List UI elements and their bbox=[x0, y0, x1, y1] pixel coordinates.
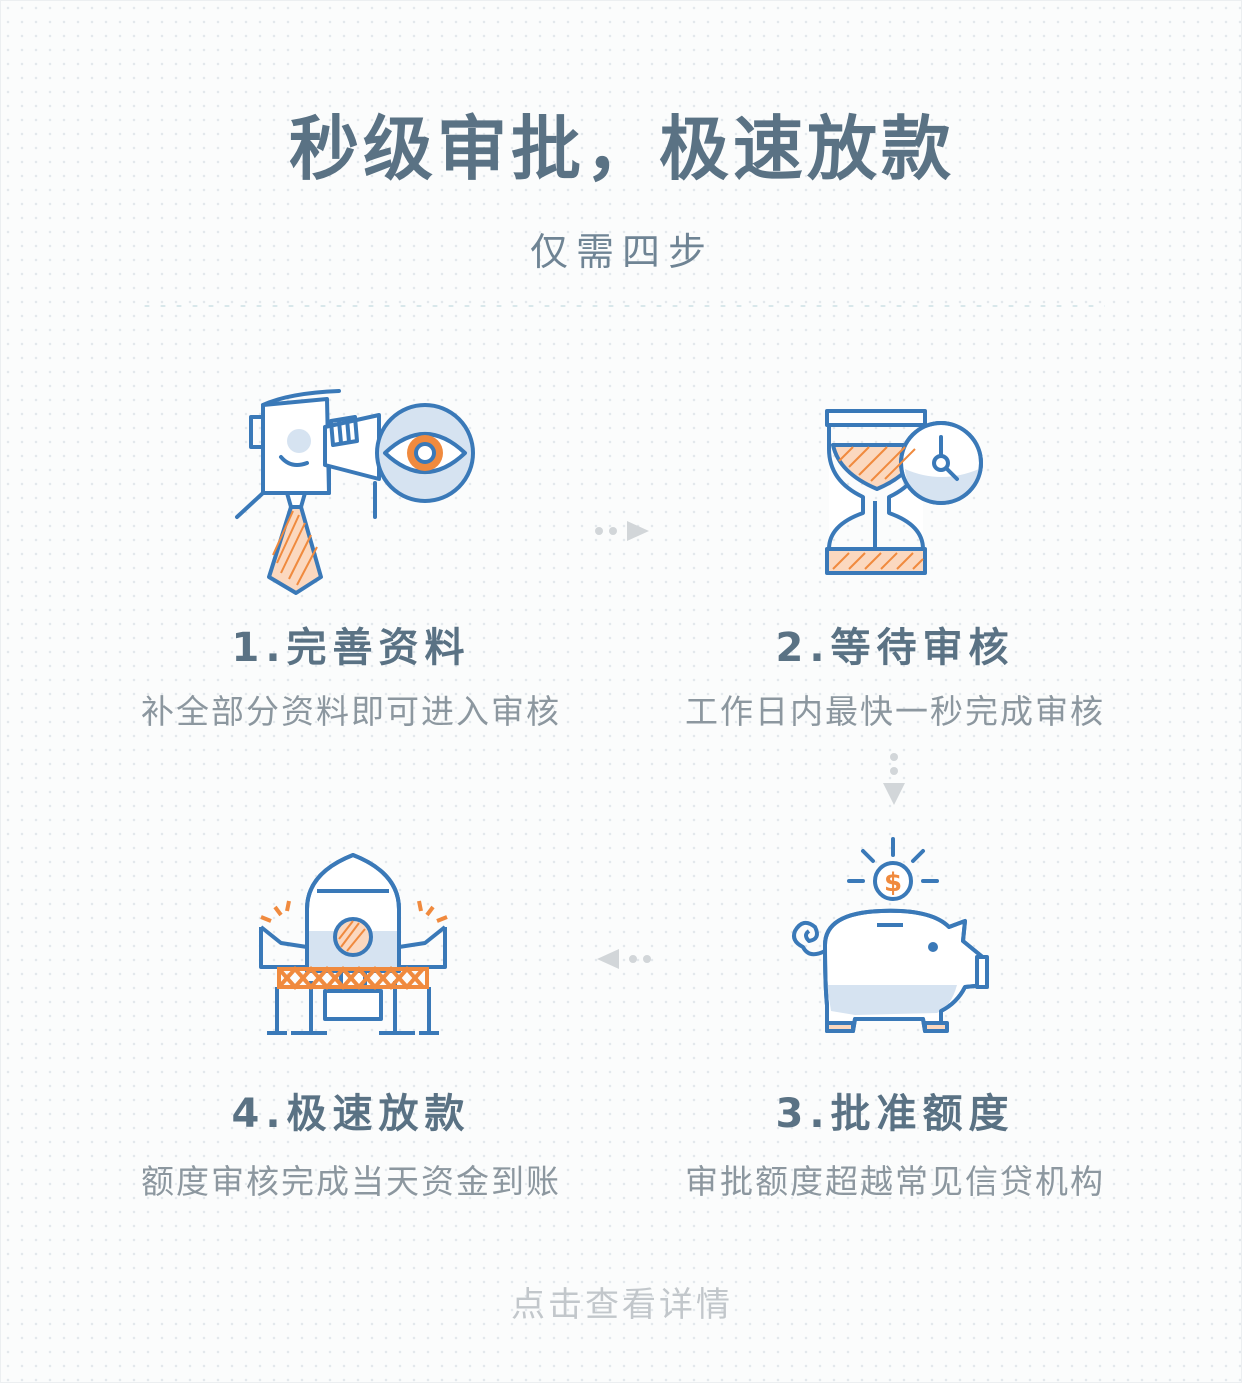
arrow-left-icon bbox=[597, 949, 651, 969]
page-subtitle: 仅需四步 bbox=[529, 230, 714, 274]
piggy-bank-icon: $ bbox=[792, 837, 989, 1033]
step-4-desc: 额度审核完成当天资金到账 bbox=[141, 1162, 561, 1201]
step-2-title: 2.等待审核 bbox=[775, 625, 1015, 671]
step-1-desc: 补全部分资料即可进入审核 bbox=[141, 692, 561, 731]
binocular-person-icon bbox=[235, 389, 475, 595]
step-4-title: 4.极速放款 bbox=[231, 1091, 471, 1137]
page-title: 秒级审批，极速放款 bbox=[289, 108, 955, 190]
hourglass-clock-icon bbox=[825, 409, 983, 575]
view-details-link[interactable]: 点击查看详情 bbox=[511, 1285, 733, 1325]
step-1-title: 1.完善资料 bbox=[231, 625, 471, 671]
step-3-desc: 审批额度超越常见信贷机构 bbox=[685, 1162, 1105, 1201]
svg-text:$: $ bbox=[884, 868, 902, 898]
rocket-icon bbox=[259, 853, 448, 1035]
arrow-right-icon bbox=[595, 521, 649, 541]
dotted-divider bbox=[139, 303, 1105, 309]
step-2-desc: 工作日内最快一秒完成审核 bbox=[685, 692, 1105, 731]
arrow-down-icon bbox=[883, 753, 905, 805]
step-3-title: 3.批准额度 bbox=[775, 1091, 1015, 1137]
